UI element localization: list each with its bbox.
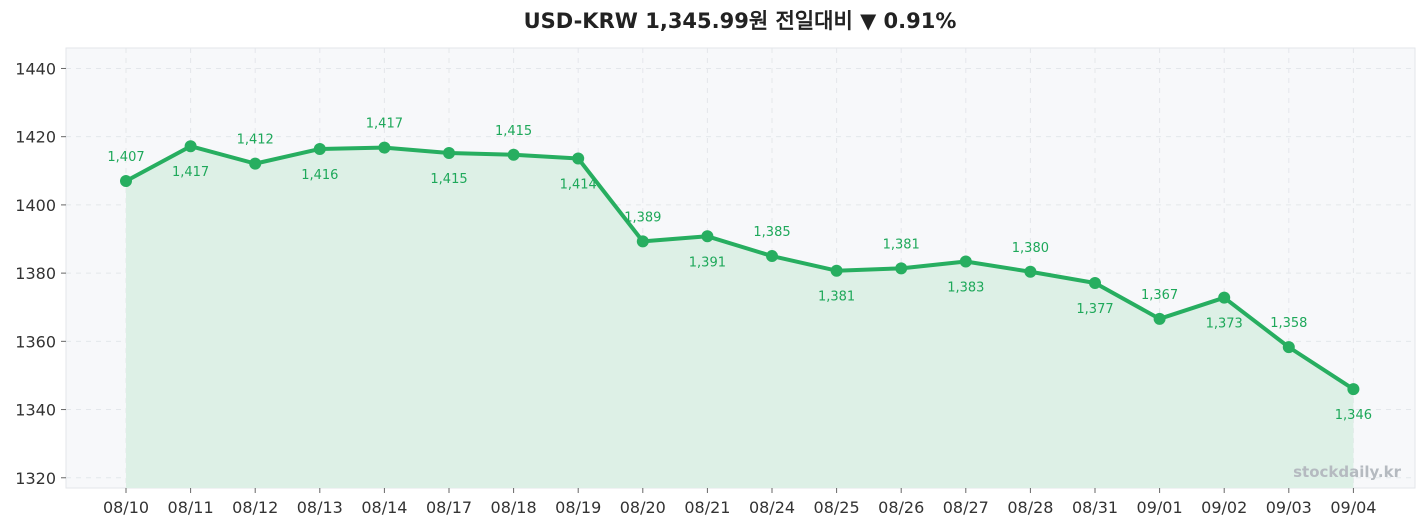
y-tick-label: 1400	[15, 196, 56, 215]
data-label: 1,377	[1076, 302, 1113, 317]
x-axis: 08/10 08/11 08/12 08/13 08/14 08/17 08/18 08/19…	[103, 488, 1376, 517]
data-label: 1,383	[947, 281, 984, 296]
data-point[interactable]	[572, 152, 585, 165]
data-label: 1,358	[1270, 316, 1307, 331]
y-tick-label: 1380	[15, 264, 56, 283]
data-point[interactable]	[766, 250, 778, 263]
y-axis: 1320 1340 1360 1380 1400 1420 1440	[15, 59, 66, 488]
y-tick-label: 1440	[15, 59, 56, 78]
data-labels: 1,407 1,417 1,412 1,416 1,417 1,415 1,415 1,414…	[107, 117, 1372, 424]
x-tick-label: 08/12	[232, 498, 278, 517]
x-tick-label: 08/13	[297, 498, 343, 517]
data-label: 1,367	[1141, 288, 1178, 303]
x-tick-label: 08/19	[555, 498, 601, 517]
data-label: 1,391	[689, 255, 726, 270]
x-tick-label: 08/17	[426, 498, 472, 517]
data-point[interactable]	[378, 141, 391, 154]
data-point[interactable]	[1153, 312, 1166, 325]
x-tick-label: 08/10	[103, 498, 149, 517]
data-label: 1,407	[107, 150, 144, 165]
x-tick-label: 08/11	[168, 498, 214, 517]
data-points	[120, 140, 1360, 396]
data-label: 1,380	[1012, 241, 1049, 256]
data-point[interactable]	[1218, 291, 1231, 304]
data-label: 1,373	[1206, 317, 1243, 332]
y-tick-label: 1320	[15, 469, 56, 488]
data-label: 1,415	[495, 124, 532, 139]
x-tick-label: 08/26	[878, 498, 924, 517]
data-label: 1,417	[172, 165, 209, 180]
data-point[interactable]	[701, 230, 714, 243]
x-tick-label: 08/25	[814, 498, 860, 517]
data-label: 1,417	[366, 117, 403, 132]
data-point[interactable]	[184, 140, 197, 153]
data-point[interactable]	[1024, 265, 1037, 278]
data-point[interactable]	[1282, 341, 1295, 354]
data-point[interactable]	[959, 255, 972, 268]
data-label: 1,416	[301, 168, 338, 183]
data-label: 1,389	[624, 210, 661, 225]
data-label: 1,414	[560, 178, 597, 193]
x-tick-label: 08/20	[620, 498, 666, 517]
y-tick-label: 1360	[15, 332, 56, 351]
x-tick-label: 09/01	[1137, 498, 1183, 517]
data-point[interactable]	[830, 264, 843, 277]
x-tick-label: 08/18	[491, 498, 537, 517]
data-point[interactable]	[507, 148, 520, 161]
data-point[interactable]	[120, 175, 132, 188]
chart-title: USD-KRW 1,345.99원 전일대비 ▼ 0.91%	[524, 9, 957, 33]
data-label: 1,415	[430, 172, 467, 187]
area-fill-path	[126, 146, 1354, 489]
data-point[interactable]	[895, 262, 908, 275]
y-tick-label: 1340	[15, 401, 56, 420]
x-tick-label: 09/04	[1330, 498, 1376, 517]
watermark: stockdaily.kr	[1293, 463, 1401, 481]
x-tick-label: 08/24	[749, 498, 795, 517]
data-label: 1,381	[818, 290, 855, 305]
x-tick-label: 09/02	[1201, 498, 1247, 517]
data-label: 1,412	[237, 133, 274, 148]
x-tick-label: 08/14	[361, 498, 407, 517]
data-label: 1,346	[1335, 408, 1372, 423]
x-tick-label: 09/03	[1266, 498, 1312, 517]
series-polyline	[125, 144, 1355, 391]
x-tick-label: 08/28	[1007, 498, 1053, 517]
data-point[interactable]	[443, 147, 455, 160]
x-tick-label: 08/27	[943, 498, 989, 517]
x-tick-label: 08/31	[1072, 498, 1118, 517]
data-label: 1,385	[753, 225, 790, 240]
series-line	[125, 144, 1355, 391]
data-point[interactable]	[636, 235, 649, 248]
data-point[interactable]	[1347, 383, 1360, 396]
x-tick-label: 08/21	[684, 498, 730, 517]
data-point[interactable]	[313, 142, 326, 155]
area-fill	[126, 146, 1354, 489]
y-tick-label: 1420	[15, 128, 56, 147]
data-point[interactable]	[249, 157, 262, 170]
data-point[interactable]	[1089, 277, 1101, 290]
data-label: 1,381	[883, 237, 920, 252]
